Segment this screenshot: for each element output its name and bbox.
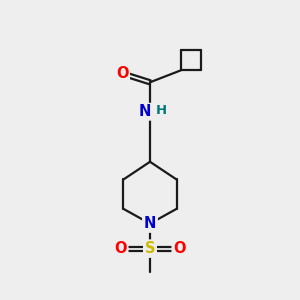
Text: H: H [156,104,167,117]
Text: O: O [114,241,127,256]
Text: N: N [144,216,156,231]
Text: N: N [139,104,151,119]
Text: O: O [173,241,186,256]
Text: O: O [116,66,128,81]
Text: S: S [145,241,155,256]
